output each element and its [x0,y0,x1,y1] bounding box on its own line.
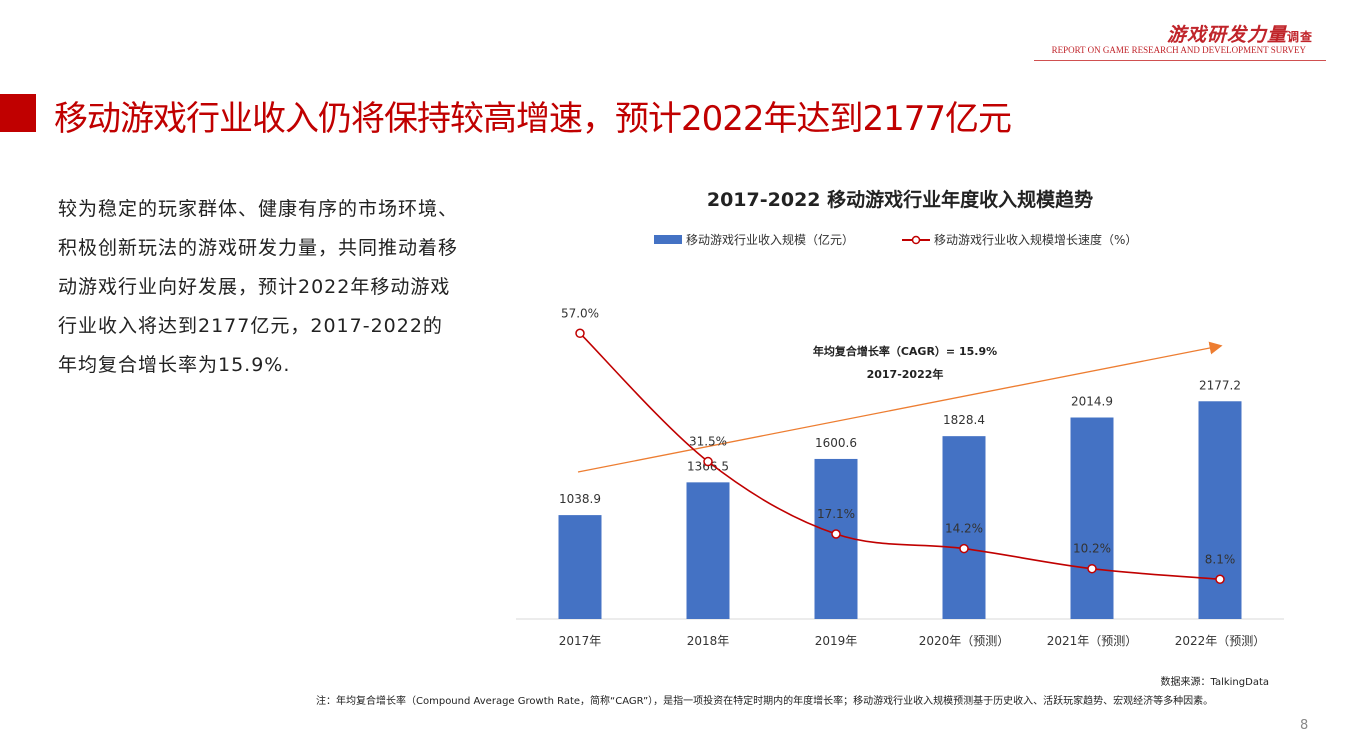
x-tick-label: 2020年（预测） [919,634,1010,648]
legend-line: 移动游戏行业收入规模增长速度（%） [902,231,1137,248]
growth-label: 17.1% [817,507,855,521]
growth-line [579,332,1221,581]
legend-bar-label: 移动游戏行业收入规模（亿元） [686,233,855,247]
bar-label: 1038.9 [559,492,601,506]
x-tick-label: 2019年 [815,634,858,648]
x-tick-label: 2017年 [559,634,602,648]
growth-point [831,529,841,539]
bar [942,436,986,619]
x-tick-label: 2022年（预测） [1175,634,1266,648]
page-number: 8 [1300,718,1309,733]
cagr-period: 2017-2022年 [867,367,944,381]
legend-bar-swatch [654,235,682,244]
brand-logo: 游戏研发力量调查 [1166,24,1313,46]
growth-label: 57.0% [561,306,599,320]
bar [558,515,602,619]
growth-point [1215,574,1225,585]
legend-line-label: 移动游戏行业收入规模增长速度（%） [934,233,1138,247]
title-accent-bar [0,94,36,132]
growth-point [1087,563,1097,574]
x-tick-label: 2021年（预测） [1047,634,1138,648]
footnote: 注：年均复合增长率（Compound Average Growth Rate，简… [316,696,1214,707]
bar-label: 1828.4 [943,413,985,427]
summary-text: 较为稳定的玩家群体、健康有序的市场环境、积极创新玩法的游戏研发力量，共同推动着移… [58,198,459,376]
growth-point [575,328,585,339]
growth-point [703,456,713,467]
brand-subtitle: REPORT ON GAME RESEARCH AND DEVELOPMENT … [1051,45,1306,55]
bar-label: 2177.2 [1199,378,1241,392]
cagr-arrow [577,341,1223,473]
bar [814,458,858,619]
legend-bar: 移动游戏行业收入规模（亿元） [654,231,854,248]
header-divider [1034,60,1326,61]
growth-label: 10.2% [1073,542,1111,556]
page-title: 移动游戏行业收入仍将保持较高增速，预计2022年达到2177亿元 [54,99,1012,139]
growth-label: 14.2% [945,522,983,536]
bar-label: 2014.9 [1071,395,1113,409]
data-source: 数据来源：TalkingData [1160,677,1270,688]
growth-label: 8.1% [1205,552,1236,566]
legend-line-swatch [902,235,930,244]
cagr-label: 年均复合增长率（CAGR）= 15.9% [813,344,997,358]
growth-label: 31.5% [689,435,727,449]
bar [1198,401,1242,619]
chart-title: 2017-2022 移动游戏行业年度收入规模趋势 [706,189,1094,211]
growth-point [959,543,969,554]
bar-label: 1600.6 [815,436,857,450]
x-tick-label: 2018年 [687,634,730,648]
bar [686,482,730,619]
bar [1070,417,1114,619]
